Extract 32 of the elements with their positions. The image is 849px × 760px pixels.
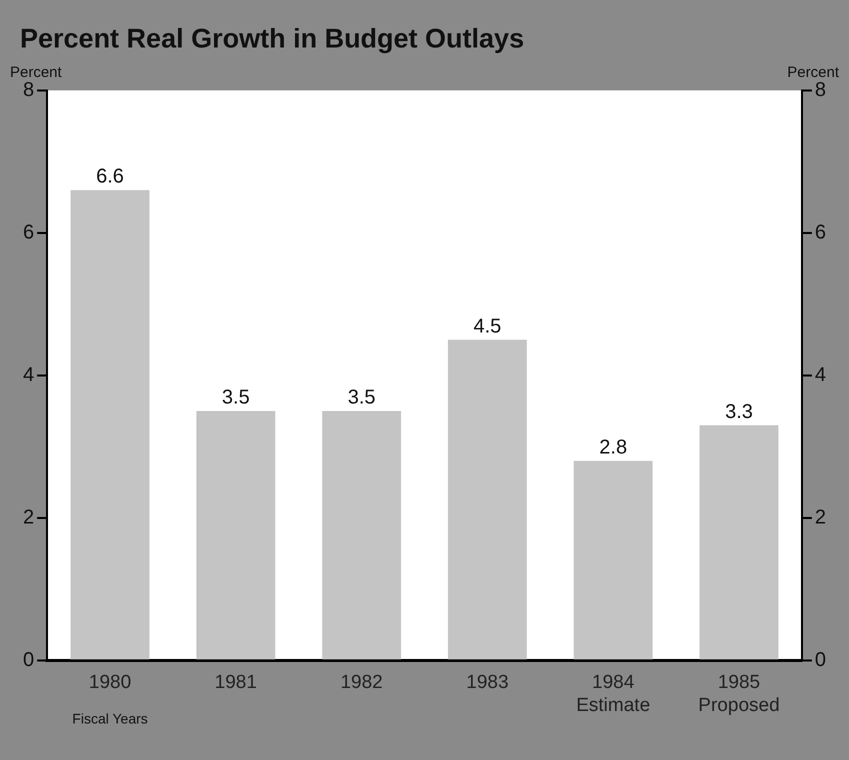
y-tick-label: 0 bbox=[23, 648, 34, 671]
y2-tick-label: 0 bbox=[814, 648, 826, 671]
data-label: 3.3 bbox=[725, 400, 753, 423]
bar bbox=[574, 460, 653, 660]
bar bbox=[70, 190, 150, 660]
y2-tick-label: 4 bbox=[814, 364, 826, 386]
y-tick-label: 6 bbox=[23, 221, 34, 244]
chart-title: Percent Real Growth in Budget Outlays bbox=[20, 24, 524, 54]
data-label: 4.5 bbox=[473, 315, 502, 338]
x-tick-label: 1983 bbox=[466, 672, 509, 694]
y2-tick-label: 6 bbox=[814, 221, 826, 244]
x-tick-label: 1984 Estimate bbox=[576, 672, 650, 716]
data-label: 3.5 bbox=[222, 386, 250, 409]
y-tick-label: 4 bbox=[23, 364, 34, 386]
x-tick-label: 1981 bbox=[214, 672, 257, 694]
bar bbox=[322, 411, 402, 660]
y-tick-label: 2 bbox=[23, 506, 34, 528]
x-tick-label: 1985 Proposed bbox=[698, 672, 780, 716]
y-tick-label: 8 bbox=[23, 78, 34, 101]
data-label: 6.6 bbox=[96, 166, 124, 188]
x-tick-label: 1982 bbox=[340, 672, 383, 694]
bar bbox=[196, 411, 276, 660]
y2-tick-label: 8 bbox=[814, 78, 826, 101]
y-axis-title: Percent bbox=[10, 64, 63, 82]
bar bbox=[448, 340, 527, 660]
x-tick-label: 1980 bbox=[88, 672, 132, 694]
bar bbox=[700, 425, 778, 660]
x-axis-title: Fiscal Years bbox=[72, 710, 148, 726]
data-label: 2.8 bbox=[599, 436, 628, 458]
y2-tick-label: 2 bbox=[814, 506, 826, 528]
data-label: 3.5 bbox=[348, 386, 376, 409]
y2-axis-title: Percent bbox=[787, 64, 840, 82]
